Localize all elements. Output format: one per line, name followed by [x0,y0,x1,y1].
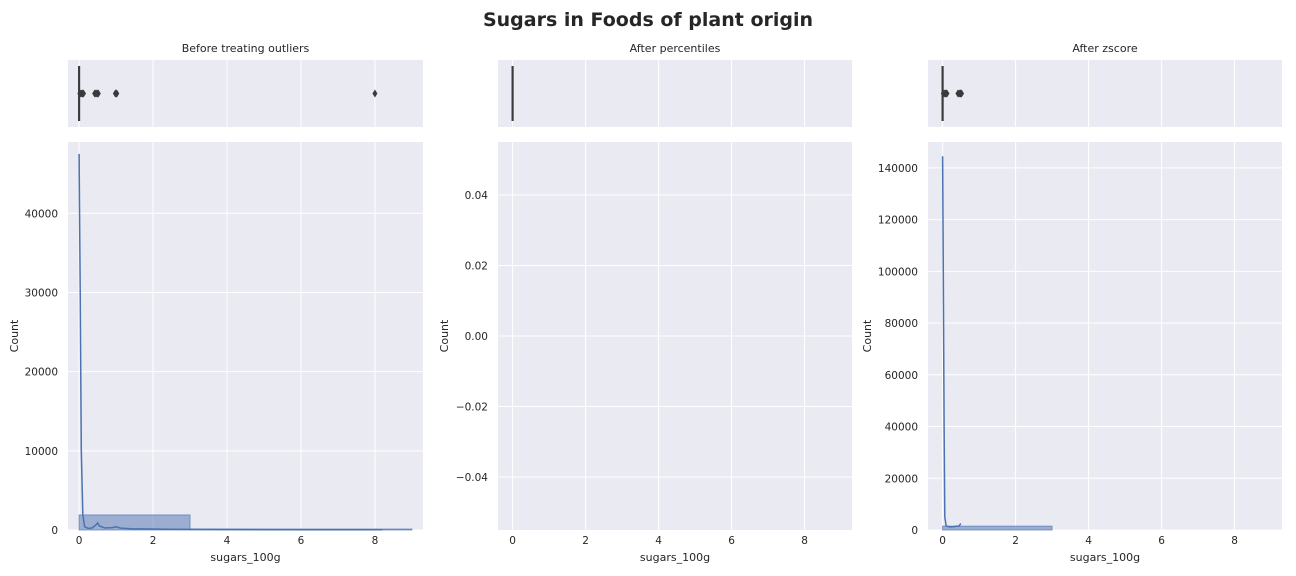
x-tick-label: 2 [1012,535,1019,547]
x-tick-label: 6 [298,535,305,547]
y-tick-label: −0.04 [456,472,488,484]
panel-2: After percentiles 0 2 4 6 8 −0.04 −0.02 0.00 0.02… [438,42,852,564]
kde-line [78,153,383,531]
y-tick-label: 0.02 [465,260,488,272]
histogram-bar [78,514,191,531]
x-tick-label: 0 [509,535,516,547]
y-tick-label: 40000 [885,422,918,434]
y-tick-label: 80000 [885,318,918,330]
panel-title: After percentiles [630,42,721,55]
y-tick-label: −0.02 [456,402,488,414]
histogram-background [928,142,1282,530]
boxplot-outlier [944,89,950,98]
panel-title: After zscore [1072,42,1137,55]
histogram-bar [942,525,1053,531]
figure-title: Sugars in Foods of plant origin [483,9,813,31]
boxplot-outlier [372,89,378,98]
x-tick-label: 2 [582,535,589,547]
x-tick-label: 2 [150,535,157,547]
boxplot-outlier [81,89,87,98]
y-tick-label: 140000 [878,163,918,175]
boxplot-background [68,60,423,127]
boxplot-outlier [95,89,101,98]
boxplot-background [498,60,852,127]
y-tick-label: 60000 [885,370,918,382]
y-tick-label: 0.04 [465,190,489,202]
y-tick-label: 0.00 [465,331,488,343]
y-axis-label: Count [438,319,451,352]
y-tick-label: 0 [911,525,918,537]
y-tick-label: 20000 [885,473,918,485]
kde-line [941,156,962,528]
panel-title: Before treating outliers [182,42,310,55]
y-tick-label: 120000 [878,215,918,227]
histogram-background [68,142,423,530]
y-tick-label: 10000 [25,446,58,458]
x-tick-label: 4 [224,535,231,547]
y-tick-label: 0 [51,525,58,537]
x-tick-label: 8 [372,535,379,547]
x-axis-label: sugars_100g [210,551,280,564]
y-axis-label: Count [861,319,874,352]
panel-1: Before treating outliers 0 2 4 6 8 0 10000 20000… [8,42,423,564]
x-tick-label: 0 [939,535,946,547]
boxplot-outlier [959,89,965,98]
y-tick-label: 30000 [25,287,58,299]
y-tick-label: 100000 [878,266,918,278]
x-tick-label: 4 [655,535,662,547]
x-axis-label: sugars_100g [1070,551,1140,564]
boxplot-background [928,60,1282,127]
x-tick-label: 0 [76,535,83,547]
panel-3: After zscore 0 2 4 6 8 0 20000 40000 60000 80000 10… [861,42,1282,564]
x-tick-label: 8 [801,535,808,547]
x-tick-label: 6 [1158,535,1165,547]
x-tick-label: 8 [1231,535,1238,547]
y-axis-label: Count [8,319,21,352]
x-axis-label: sugars_100g [640,551,710,564]
y-tick-label: 40000 [25,208,58,220]
x-tick-label: 4 [1085,535,1092,547]
y-tick-label: 20000 [25,367,58,379]
boxplot-outlier [114,89,120,98]
x-tick-label: 6 [728,535,735,547]
